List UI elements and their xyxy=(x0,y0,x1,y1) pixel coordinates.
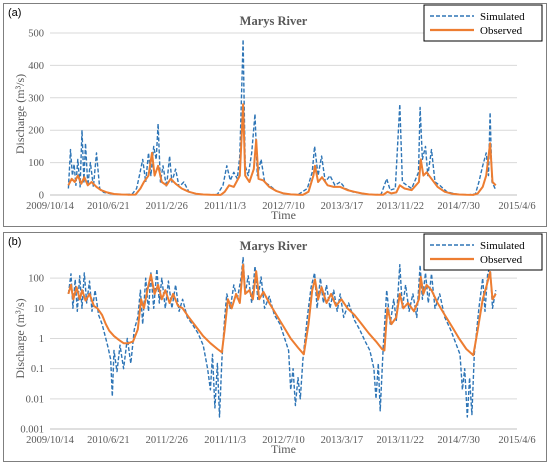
x-axis-label: Time xyxy=(271,208,296,222)
y-tick-label: 100 xyxy=(28,274,44,285)
panel-label: (a) xyxy=(8,7,22,19)
x-tick-label: 2015/4/6 xyxy=(498,201,535,212)
x-tick-label: 2013/11/22 xyxy=(377,201,424,212)
legend-label: Observed xyxy=(480,254,523,266)
x-axis-label: Time xyxy=(271,442,296,456)
chart-title: Marys River xyxy=(240,14,308,28)
legend-label: Simulated xyxy=(480,11,525,23)
chart-title: Marys River xyxy=(240,239,308,253)
legend-label: Observed xyxy=(480,25,523,37)
series-line-simulated xyxy=(67,256,497,418)
series-line-observed xyxy=(67,103,497,196)
y-tick-label: 500 xyxy=(28,29,44,40)
x-tick-label: 2012/7/10 xyxy=(262,435,305,446)
y-axis-label: Discharge (m³/s) xyxy=(13,74,27,154)
x-tick-label: 2015/4/6 xyxy=(498,435,535,446)
x-tick-label: 2013/3/17 xyxy=(321,201,364,212)
x-tick-label: 2011/2/26 xyxy=(146,201,188,212)
y-tick-label: 300 xyxy=(28,93,44,104)
x-tick-label: 2011/11/3 xyxy=(204,435,246,446)
y-tick-label: 400 xyxy=(28,61,44,72)
x-tick-label: 2014/7/30 xyxy=(437,435,480,446)
panel-a: (a) 0 100 200 300 400 500 2009/10/14 2010/6/21 2… xyxy=(3,3,547,227)
x-tick-label: 2010/6/21 xyxy=(87,201,130,212)
x-tick-label: 2011/11/3 xyxy=(204,201,246,212)
x-tick-label: 2011/2/26 xyxy=(146,435,188,446)
y-tick-label: 0.1 xyxy=(31,364,44,375)
y-tick-label: 1 xyxy=(39,334,44,345)
y-tick-label: 0 xyxy=(39,191,44,202)
chart-linear: 0 100 200 300 400 500 2009/10/14 2010/6/21 2011/… xyxy=(13,4,543,222)
legend-label: Simulated xyxy=(480,240,525,252)
legend-box xyxy=(423,233,543,271)
x-tick-label: 2012/7/10 xyxy=(262,201,305,212)
y-axis-label: Discharge (m³/s) xyxy=(13,298,27,378)
x-tick-label: 2013/3/17 xyxy=(321,435,364,446)
x-tick-label: 2010/6/21 xyxy=(87,435,130,446)
x-tick-label: 2014/7/30 xyxy=(437,201,480,212)
legend: Simulated Observed xyxy=(423,233,543,271)
legend-box xyxy=(423,4,543,42)
panel-label: (b) xyxy=(8,236,22,248)
x-tick-label: 2013/11/22 xyxy=(377,435,424,446)
series-line-observed xyxy=(67,263,497,357)
y-tick-label: 100 xyxy=(28,158,44,169)
y-tick-label: 10 xyxy=(34,304,45,315)
y-tick-label: 0.001 xyxy=(20,425,44,436)
legend: Simulated Observed xyxy=(423,4,543,42)
x-tick-label: 2009/10/14 xyxy=(26,435,75,446)
panel-b: (b) 0.001 0.01 0.1 1 10 100 2009/10/14 2010/6/2… xyxy=(3,232,547,462)
series-line-simulated xyxy=(67,38,497,196)
x-tick-label: 2009/10/14 xyxy=(26,201,75,212)
chart-log: 0.001 0.01 0.1 1 10 100 2009/10/14 2010/6/21 201… xyxy=(13,233,543,456)
y-tick-label: 0.01 xyxy=(26,394,44,405)
y-tick-label: 200 xyxy=(28,126,44,137)
